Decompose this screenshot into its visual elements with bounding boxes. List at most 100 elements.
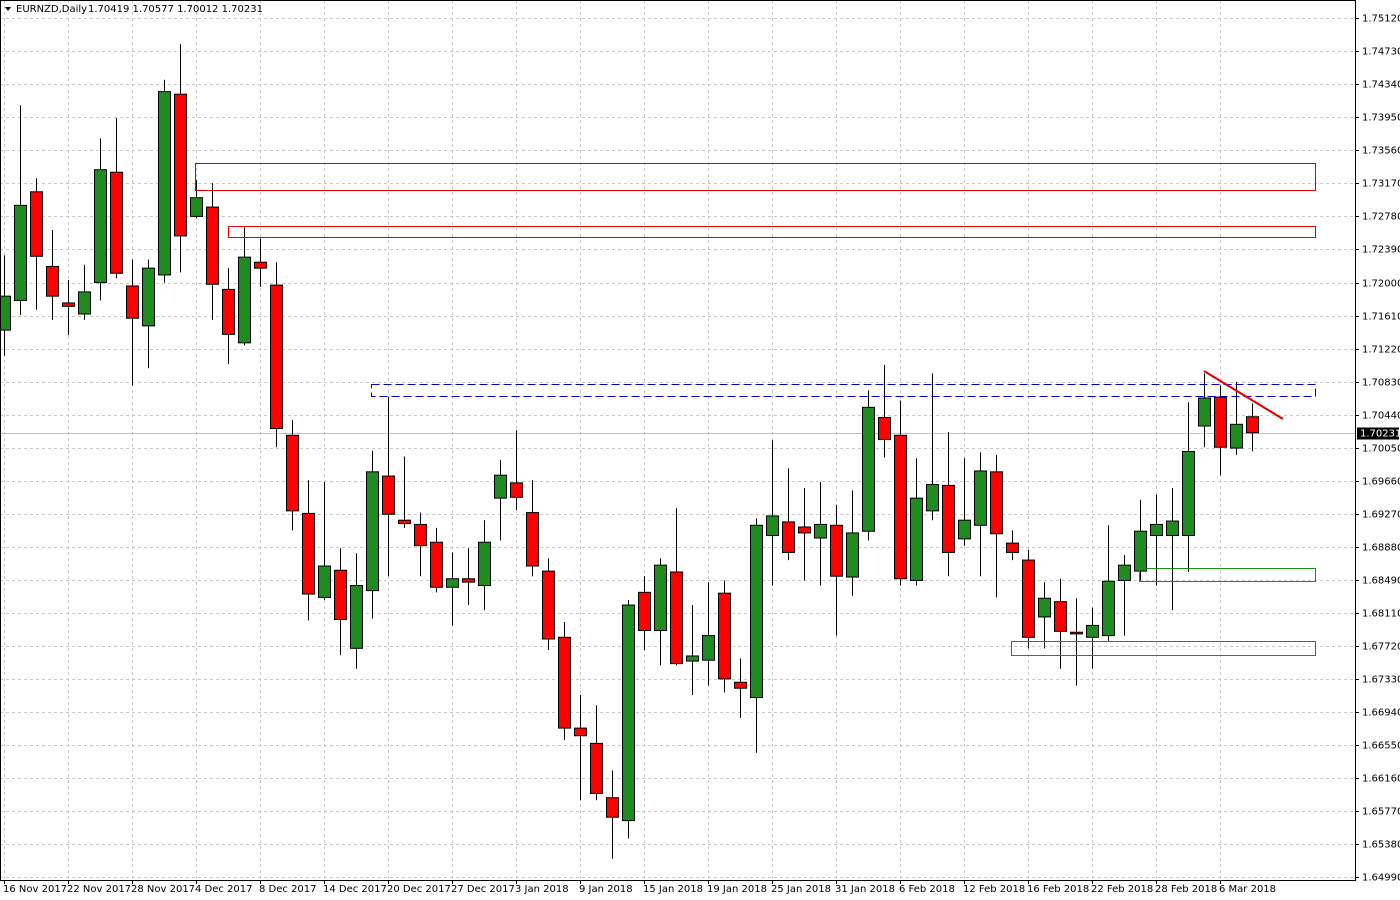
x-tick-label: 31 Jan 2018 (835, 884, 895, 895)
y-tick-label: 1.68880 (1362, 543, 1400, 554)
candle-body (446, 578, 459, 588)
candle-body (670, 571, 683, 665)
x-tick-label: 15 Jan 2018 (643, 884, 703, 895)
candle-body (398, 519, 411, 525)
y-tick-label: 1.73950 (1362, 113, 1400, 124)
candle-body (1214, 396, 1227, 448)
y-tick-label: 1.72780 (1362, 212, 1400, 223)
candle-body (718, 592, 731, 680)
candle-body (750, 524, 763, 699)
candle-body (302, 512, 315, 595)
candle-body (574, 727, 587, 737)
symbol-title: EURNZD,Daily (16, 4, 87, 15)
drawings (195, 163, 1316, 656)
y-tick-label: 1.67330 (1362, 675, 1400, 686)
candle-body (62, 302, 75, 307)
candle-body (1246, 416, 1259, 434)
y-tick-label: 1.70440 (1362, 411, 1400, 422)
y-tick-label: 1.71220 (1362, 345, 1400, 356)
candle-body (46, 265, 59, 297)
y-tick-label: 1.68490 (1362, 576, 1400, 587)
candle-body (1118, 564, 1131, 581)
candle-body (1230, 423, 1243, 449)
x-tick-label: 6 Mar 2018 (1219, 884, 1276, 895)
y-tick-label: 1.64990 (1362, 873, 1400, 884)
candle-body (1166, 520, 1179, 536)
y-tick-label: 1.75120 (1362, 14, 1400, 25)
y-tick-label: 1.71610 (1362, 312, 1400, 323)
candle-body (894, 434, 907, 580)
candle-body (622, 604, 635, 822)
y-tick-label: 1.72390 (1362, 245, 1400, 256)
y-tick-label: 1.72000 (1362, 279, 1400, 290)
y-tick-label: 1.66550 (1362, 741, 1400, 752)
candle-body (1070, 631, 1083, 635)
last-price-label: 1.70231 (1360, 429, 1400, 440)
candle-body (686, 655, 699, 662)
candle-body (334, 569, 347, 620)
candle-body (78, 291, 91, 315)
y-tick-label: 1.69660 (1362, 477, 1400, 488)
candle-body (558, 636, 571, 729)
candle-body (910, 497, 923, 581)
y-tick-label: 1.65770 (1362, 807, 1400, 818)
candle-body (110, 171, 123, 274)
x-tick-label: 4 Dec 2017 (195, 884, 253, 895)
candle-body (286, 434, 299, 512)
y-tick-label: 1.73560 (1362, 146, 1400, 157)
y-tick-label: 1.74340 (1362, 80, 1400, 91)
candle-body (958, 519, 971, 540)
y-tick-label: 1.65380 (1362, 840, 1400, 851)
candle-body (238, 256, 251, 344)
candle-body (1054, 601, 1067, 632)
x-tick-label: 27 Dec 2017 (451, 884, 515, 895)
candle-body (782, 521, 795, 553)
candle-body (654, 564, 667, 632)
candle-body (142, 267, 155, 327)
y-tick-label: 1.73170 (1362, 179, 1400, 190)
candle-body (846, 532, 859, 578)
x-tick-label: 22 Nov 2017 (67, 884, 131, 895)
candle-body (414, 523, 427, 547)
candle-body (126, 285, 139, 319)
candle-body (222, 288, 235, 335)
menu-icon[interactable] (5, 7, 11, 11)
x-tick-label: 12 Feb 2018 (963, 884, 1025, 895)
candle-body (798, 526, 811, 534)
candle-body (830, 524, 843, 577)
candle-body (430, 541, 443, 588)
x-tick-label: 28 Nov 2017 (131, 884, 195, 895)
x-tick-label: 9 Jan 2018 (579, 884, 633, 895)
y-tick-label: 1.74730 (1362, 47, 1400, 58)
axes: 1.75120 1.74730 1.74340 1.73950 1.73560 1.731… (3, 14, 1400, 896)
candle-body (542, 570, 555, 640)
candle-body (1198, 397, 1211, 427)
zone-rect (195, 163, 1316, 191)
candle-body (350, 585, 363, 649)
candle-body (494, 474, 507, 499)
candle-body (990, 471, 1003, 535)
plot-border (0, 0, 1356, 881)
candle-body (0, 295, 11, 331)
candle-body (94, 169, 107, 284)
candle-body (174, 93, 187, 237)
x-tick-label: 3 Jan 2018 (515, 884, 569, 895)
candle-body (814, 523, 827, 539)
candle-body (766, 515, 779, 536)
candle-body (14, 204, 27, 301)
zone-rect (1139, 568, 1316, 582)
candle-body (942, 484, 955, 553)
candle-body (190, 197, 203, 217)
candle-body (526, 512, 539, 567)
candle-body (270, 284, 283, 430)
candle-body (478, 541, 491, 587)
zone-rect (228, 226, 1316, 238)
candle-body (974, 470, 987, 526)
candle-body (926, 484, 939, 512)
candle-body (1182, 450, 1195, 536)
x-tick-label: 8 Dec 2017 (259, 884, 317, 895)
trend-line (1203, 370, 1284, 420)
candle-body (878, 417, 891, 441)
